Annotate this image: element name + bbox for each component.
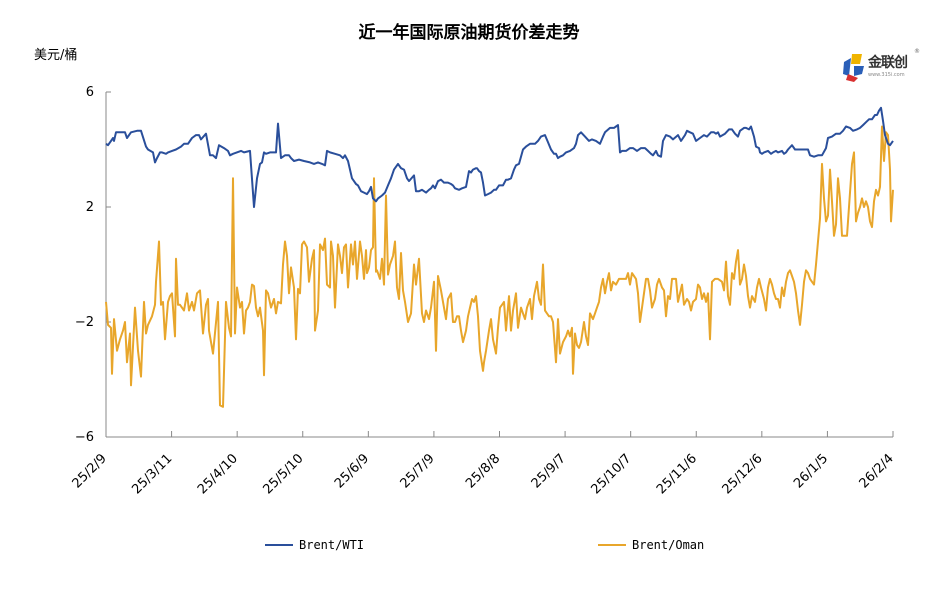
y-tick-label: −2 [75, 315, 94, 330]
brand-logo: 金联创 ® www.315i.com [842, 48, 922, 84]
x-tick-label: 25/2/9 [70, 451, 110, 491]
x-tick-label: 25/4/10 [195, 451, 241, 497]
y-tick-label: 6 [86, 85, 94, 100]
chart-title: 近一年国际原油期货价差走势 [358, 23, 580, 43]
logo-mark-icon [843, 54, 864, 82]
x-tick-label: 25/10/7 [588, 451, 634, 497]
logo-url: www.315i.com [868, 72, 905, 78]
legend-brent-wti: Brent/WTI [265, 538, 364, 552]
x-tick-label: 25/5/10 [261, 451, 307, 497]
y-tick-label: −6 [75, 430, 94, 445]
x-tick-label: 25/12/6 [720, 451, 766, 497]
x-axis-labels: 25/2/9 25/3/11 25/4/10 25/5/10 25/6/9 25/7/9 2… [70, 451, 897, 497]
legend-label-brent-oman: Brent/Oman [632, 538, 705, 552]
legend-label-brent-wti: Brent/WTI [299, 538, 365, 552]
x-tick-label: 26/2/4 [857, 451, 897, 491]
axes: 6 2 −2 −6 [75, 85, 894, 445]
x-tick-label: 25/9/7 [529, 451, 569, 491]
y-tick-label: 2 [86, 200, 94, 215]
series-brent-wti [105, 106, 894, 208]
legend-swatch-brent-oman [598, 544, 626, 546]
series-brent-oman [105, 125, 894, 408]
y-axis-unit: 美元/桶 [34, 48, 78, 63]
x-tick-label: 25/6/9 [332, 451, 372, 491]
x-tick-label: 26/1/5 [791, 451, 831, 491]
x-tick-label: 25/3/11 [129, 451, 175, 497]
logo-registered: ® [914, 48, 920, 55]
series-lines [105, 106, 894, 408]
legend-brent-oman: Brent/Oman [598, 538, 704, 552]
x-tick-label: 25/8/8 [463, 451, 503, 491]
logo-name: 金联创 [868, 55, 908, 71]
x-tick-label: 25/11/6 [654, 451, 700, 497]
x-tick-label: 25/7/9 [398, 451, 438, 491]
legend-swatch-brent-wti [265, 544, 293, 546]
